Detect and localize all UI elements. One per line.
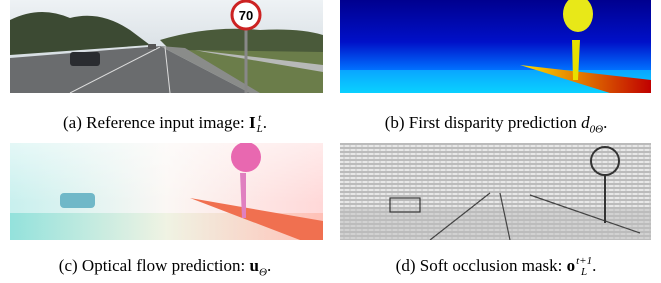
caption-end: . bbox=[267, 256, 271, 275]
caption-subscript: 0Θ bbox=[590, 123, 603, 135]
caption-text: (d) Soft occlusion mask: bbox=[396, 256, 563, 275]
occlusion-image bbox=[340, 143, 651, 240]
caption-text: (c) Optical flow prediction: bbox=[59, 256, 245, 275]
reference-image: 70 bbox=[10, 0, 323, 93]
flow-image bbox=[10, 143, 323, 240]
caption-end: . bbox=[603, 113, 607, 132]
caption-subscript: L bbox=[576, 267, 592, 278]
disparity-image bbox=[340, 0, 651, 93]
caption-subscript: Θ bbox=[259, 266, 267, 278]
caption-c: (c) Optical flow prediction: uΘ. bbox=[0, 256, 330, 278]
caption-symbol: u bbox=[250, 256, 259, 275]
caption-symbol: d bbox=[581, 113, 590, 132]
caption-symbol: o bbox=[567, 256, 576, 275]
caption-text: (b) First disparity prediction bbox=[385, 113, 577, 132]
caption-end: . bbox=[592, 256, 596, 275]
figure: 70 (a) Reference input image: ItL. (b) F… bbox=[0, 0, 661, 283]
caption-b: (b) First disparity prediction d0Θ. bbox=[331, 113, 661, 135]
caption-symbol: I bbox=[249, 113, 256, 132]
sign-text: 70 bbox=[239, 8, 253, 23]
caption-text: (a) Reference input image: bbox=[63, 113, 245, 132]
caption-end: . bbox=[263, 113, 267, 132]
